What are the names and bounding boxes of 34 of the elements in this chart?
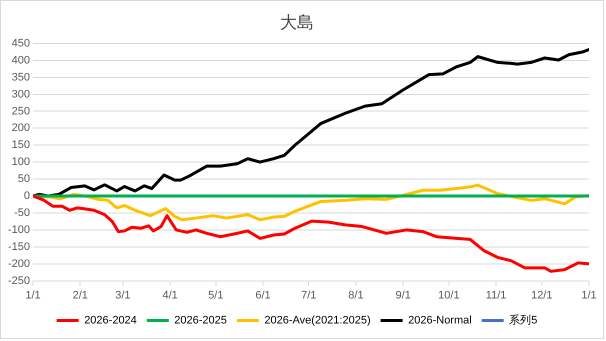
x-tick-label: 5/1 — [208, 289, 224, 302]
y-tick-label: -200 — [8, 258, 30, 270]
y-tick-label: 100 — [12, 156, 30, 168]
x-tick-label: 6/1 — [255, 289, 271, 302]
legend-label: 2026-Normal — [408, 314, 472, 327]
y-tick-label: 450 — [12, 37, 30, 50]
y-tick-label: -250 — [8, 274, 30, 287]
y-tick-label: -150 — [8, 240, 30, 253]
legend-label: 2026-2024 — [84, 314, 137, 327]
y-tick-label: 150 — [12, 139, 30, 152]
y-tick-label: 350 — [12, 71, 30, 84]
x-tick-label: 2/1 — [72, 289, 88, 302]
y-tick-label: 300 — [12, 88, 30, 100]
x-tick-label: 3/1 — [115, 289, 131, 302]
chart-title: 大島 — [280, 12, 314, 32]
y-tick-label: 0 — [24, 190, 30, 202]
x-tick-label: 9/1 — [396, 289, 411, 302]
x-tick-label: 7/1 — [301, 289, 316, 302]
x-tick-label: 10/1 — [438, 289, 460, 302]
x-tick-label: 4/1 — [162, 289, 178, 302]
y-tick-label: 200 — [12, 122, 30, 134]
x-tick-label: 1/1 — [25, 289, 41, 302]
legend-label: 2026-2025 — [174, 314, 227, 327]
y-tick-label: -50 — [14, 207, 30, 220]
y-tick-label: 250 — [12, 105, 30, 118]
x-tick-label: 12/1 — [531, 289, 552, 302]
x-tick-label: 11/1 — [486, 289, 506, 302]
x-tick-label: 8/1 — [348, 289, 364, 302]
y-tick-label: 400 — [12, 54, 30, 66]
y-tick-label: -100 — [8, 224, 30, 236]
y-tick-label: 50 — [18, 173, 30, 186]
legend-label: 系列5 — [509, 314, 538, 327]
legend-label: 2026-Ave(2021:2025) — [264, 314, 371, 327]
x-tick-label: 1/1 — [581, 289, 597, 302]
